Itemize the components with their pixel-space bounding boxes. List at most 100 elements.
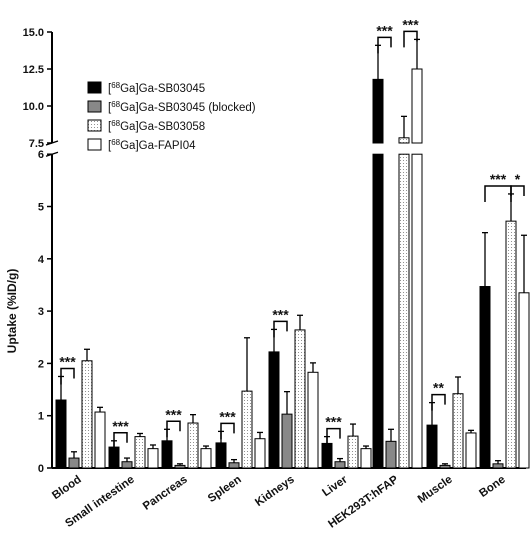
bars — [55, 68, 530, 469]
bar — [360, 448, 372, 469]
significance-bracket — [166, 420, 181, 438]
legend[interactable]: [68Ga]Ga-SB03045[68Ga]Ga-SB03045 (blocke… — [87, 81, 256, 153]
bar — [55, 399, 67, 469]
bar — [426, 424, 438, 469]
y-tick-label: 1 — [38, 411, 44, 423]
legend-bracket: [ — [108, 140, 112, 152]
bar — [385, 440, 397, 469]
legend-series-name: Ga]Ga-SB03058 — [120, 121, 205, 133]
bar — [94, 411, 106, 469]
significance-bracket — [60, 367, 75, 385]
legend-superscript: 68 — [111, 119, 120, 128]
bar — [187, 422, 199, 469]
error-bars — [58, 38, 527, 466]
y-tick-label: 5 — [38, 202, 44, 214]
bar — [505, 220, 517, 469]
bar — [200, 448, 212, 469]
y-tick-label: 7.5 — [29, 138, 44, 150]
significance-label: *** — [325, 414, 342, 430]
bar — [147, 448, 159, 469]
y-tick-label: 12.5 — [23, 64, 44, 76]
bar — [254, 438, 266, 469]
significance-brackets: ********* ************ ******** * — [59, 16, 525, 449]
legend-series-name: Ga]Ga-SB03045 (blocked) — [120, 102, 256, 114]
axis-break-gap — [44, 144, 524, 154]
bar — [294, 329, 306, 469]
y-axis-title: Uptake (%ID/g) — [5, 269, 19, 354]
bar — [174, 464, 186, 469]
bar — [241, 390, 253, 469]
significance-label: *** — [219, 408, 236, 424]
bar — [108, 446, 120, 469]
legend-swatch — [87, 119, 102, 132]
category-label: Pancreas — [141, 474, 190, 513]
axis-break-mark — [45, 151, 59, 157]
legend-entry: [68Ga]Ga-SB03045 — [108, 81, 205, 96]
bar-upper-segment — [372, 78, 384, 144]
y-tick-label: 15.0 — [23, 27, 44, 39]
legend-superscript: 68 — [111, 138, 120, 147]
legend-superscript: 68 — [111, 81, 120, 90]
legend-entry: [68Ga]Ga-SB03058 — [108, 119, 205, 134]
bar — [479, 286, 491, 469]
bar — [439, 464, 451, 469]
bar — [228, 462, 240, 469]
legend-series-name: Ga]Ga-FAPI04 — [120, 140, 196, 152]
significance-label: *** — [59, 353, 76, 369]
significance-label: *** — [272, 306, 289, 322]
bar — [465, 432, 477, 469]
bar — [518, 292, 530, 469]
y-tick-label: 6 — [38, 149, 44, 161]
significance-label: *** — [376, 22, 393, 38]
significance-bracket — [113, 432, 128, 449]
y-tick-label: 0 — [38, 463, 44, 475]
category-label: Blood — [50, 474, 84, 503]
bar — [334, 461, 346, 469]
significance-label: ** — [433, 380, 444, 396]
legend-swatch — [87, 81, 102, 94]
category-label: Muscle — [416, 474, 455, 506]
bar — [161, 440, 173, 469]
bar — [68, 457, 80, 469]
legend-entry: [68Ga]Ga-SB03045 (blocked) — [108, 100, 256, 115]
legend-bracket: [ — [108, 121, 112, 133]
bar — [321, 442, 333, 469]
category-label: Kidneys — [253, 474, 297, 509]
bar — [81, 360, 93, 469]
legend-swatch — [87, 100, 102, 113]
legend-swatch — [87, 138, 102, 151]
legend-bracket: [ — [108, 83, 112, 95]
significance-bracket — [510, 185, 525, 202]
bar — [134, 436, 146, 469]
significance-bracket — [326, 427, 341, 445]
axis-break-mark — [45, 140, 59, 146]
bar — [121, 461, 133, 469]
bar-upper-segment — [411, 68, 423, 144]
legend-bracket: [ — [108, 102, 112, 114]
bar — [452, 393, 464, 469]
category-label: Liver — [320, 473, 350, 499]
bar — [215, 442, 227, 469]
significance-label: *** — [165, 406, 182, 422]
y-tick-label: 10.0 — [23, 101, 44, 113]
bar-upper-segment — [398, 137, 410, 144]
y-tick-label: 3 — [38, 306, 44, 318]
significance-bracket — [431, 393, 446, 411]
significance-bracket — [403, 30, 418, 48]
significance-bracket — [220, 422, 235, 440]
significance-bracket — [484, 185, 512, 202]
y-tick-label: 4 — [38, 254, 45, 266]
bar — [281, 413, 293, 469]
bar — [347, 435, 359, 469]
significance-label: *** — [490, 171, 507, 187]
significance-label: * — [515, 171, 521, 187]
y-tick-label: 2 — [38, 358, 44, 370]
significance-label: *** — [112, 418, 129, 434]
category-label: Bone — [477, 474, 507, 500]
significance-bracket — [273, 320, 288, 338]
bar — [307, 371, 319, 469]
bar — [398, 153, 410, 469]
significance-bracket — [377, 36, 392, 54]
bar — [372, 153, 384, 469]
legend-superscript: 68 — [111, 100, 120, 109]
